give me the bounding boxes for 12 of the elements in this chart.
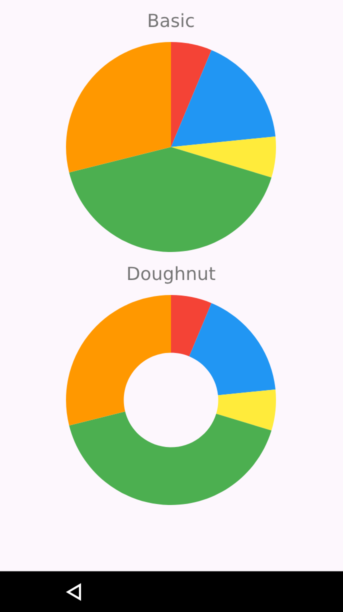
pie-slice xyxy=(66,42,171,172)
pie-slice xyxy=(171,50,276,147)
donut-slice xyxy=(171,295,212,356)
donut-slice xyxy=(189,303,276,396)
donut-slice xyxy=(216,389,276,431)
chart-title: Doughnut xyxy=(128,266,216,284)
pie-slice xyxy=(171,42,212,147)
pie-slice xyxy=(69,147,272,252)
donut-slice xyxy=(66,295,171,426)
pie-slice xyxy=(171,136,276,178)
donut-slice xyxy=(69,411,272,505)
chart-title: Basic xyxy=(148,13,194,28)
